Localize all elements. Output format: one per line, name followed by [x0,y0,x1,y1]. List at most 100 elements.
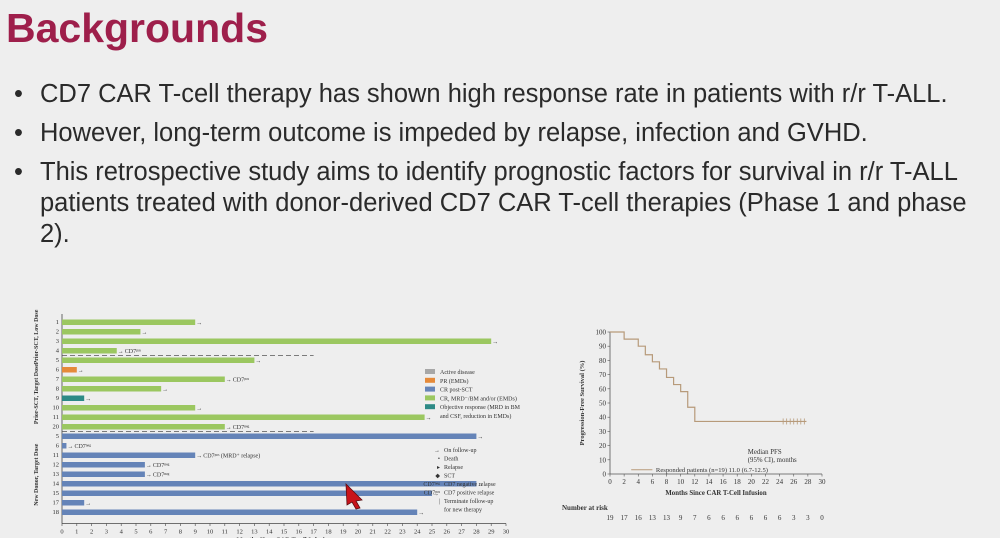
legend-label: Objective response (MRD in BM [440,404,521,411]
row-label: 5 [56,357,59,364]
risk-number: 13 [663,514,671,522]
risk-number: 17 [621,514,629,522]
km-curve [610,331,807,423]
bar-end-arrow: → [433,492,439,498]
bar-end-arrow: → [477,482,483,488]
bar-end-arrow: → [418,511,424,517]
row-label: 13 [53,471,60,478]
swimmer-bar [62,357,255,363]
x-tick-label: 18 [734,478,742,486]
risk-number: 7 [693,514,697,522]
legend-swatch [425,404,435,410]
legend-label: SCT [444,474,455,480]
row-label: 12 [53,462,60,469]
row-label: 11 [53,452,59,459]
row-label: 5 [56,433,59,440]
x-tick-label: 12 [691,478,699,486]
legend-swatch [425,386,435,392]
group-label: New Donor, Target Dose [34,443,40,505]
swimmer-bar [62,424,225,430]
bullet-list: • CD7 CAR T-cell therapy has shown high r… [14,79,989,258]
x-tick-label: 11 [222,529,228,536]
y-tick-label: 80 [599,357,607,365]
legend-swatch [425,395,435,401]
x-tick-label: 4 [120,529,124,536]
swimmer-bar [62,395,85,401]
bar-annotation: CD7ⁿᵉᵍ [233,425,250,431]
y-axis-title: Progression-Free Survival (%) [579,361,586,446]
legend-label: Responded patients (n=19) 11.0 (6.7-12.5… [656,467,768,474]
swimmer-bar [62,490,432,496]
x-tick-label: 10 [207,529,214,536]
swimmer-bar [62,452,196,458]
x-tick-label: 18 [325,529,332,536]
legend-label: Terminate follow-up [444,498,493,505]
x-tick-label: 8 [665,478,669,486]
risk-table-title: Number at risk [562,504,608,512]
row-label: 6 [56,367,60,374]
risk-number: 6 [778,514,782,522]
row-label: 10 [53,405,60,412]
x-tick-label: 4 [637,478,641,486]
legend-swatch [425,377,435,383]
legend-symbol: ▸ [437,465,440,471]
bar-end-arrow: → [492,340,498,346]
bullet-item: • This retrospective study aims to identi… [14,157,989,250]
x-tick-label: 17 [310,529,317,536]
x-tick-label: 26 [444,529,451,536]
x-tick-label: 22 [384,529,391,536]
annotation-text: Median PFS [748,449,782,456]
bullet-item: • CD7 CAR T-cell therapy has shown high r… [14,79,989,110]
x-tick-label: 7 [164,529,168,536]
x-tick-label: 22 [762,478,770,486]
y-tick-label: 30 [599,428,607,436]
legend-label: PR (EMDs) [440,378,469,385]
legend-label: Relapse [444,465,463,471]
risk-number: 6 [721,514,725,522]
bullet-item: • However, long-term outcome is impeded b… [14,118,989,149]
bar-end-arrow: → [226,425,232,431]
risk-number: 9 [679,514,683,522]
x-tick-label: 0 [608,478,612,486]
x-tick-label: 16 [296,529,303,536]
x-tick-label: 2 [90,529,93,536]
x-axis-title: Months Since CAR T-Cell Infusion [665,490,766,497]
y-tick-label: 70 [599,371,607,379]
swimmer-bar [62,481,477,487]
y-tick-label: 0 [603,471,607,479]
swimmer-bar [62,500,85,506]
bar-annotation: CD7ⁿᵉᵍ [153,463,170,469]
row-label: 14 [53,481,60,488]
legend-label: On follow-up [444,447,477,454]
y-tick-label: 90 [599,343,607,351]
risk-number: 6 [735,514,739,522]
group-label: Prior-SCT, Low Dose [34,309,40,364]
x-tick-label: 14 [705,478,713,486]
x-tick-label: 10 [677,478,685,486]
legend-swatch [425,369,435,374]
swimmer-bar [62,462,145,468]
swimmer-bar [62,376,225,382]
x-axis-title: Months Since CAR T-cell Infusion [237,537,332,538]
row-label: 8 [56,386,59,393]
row-label: 4 [56,348,60,355]
row-label: 6 [56,443,60,450]
x-tick-label: 12 [236,529,243,536]
x-tick-label: 20 [748,478,756,486]
row-label: 20 [53,424,60,431]
legend-label: CR post-SCT [440,388,473,394]
legend-label: CD7 positive relapse [444,491,495,497]
bullet-text: However, long-term outcome is impeded by… [40,119,868,147]
bullet-dot: • [14,119,23,147]
x-tick-label: 6 [149,529,153,536]
y-tick-label: 100 [596,329,607,337]
x-tick-label: 23 [399,529,406,536]
swimmer-bar [62,386,162,392]
swimmer-bar [62,443,67,449]
bar-end-arrow: → [78,368,84,374]
bar-end-arrow: → [146,473,152,479]
bar-end-arrow: → [146,463,152,469]
y-tick-label: 20 [599,442,607,450]
bar-end-arrow: → [477,435,483,441]
